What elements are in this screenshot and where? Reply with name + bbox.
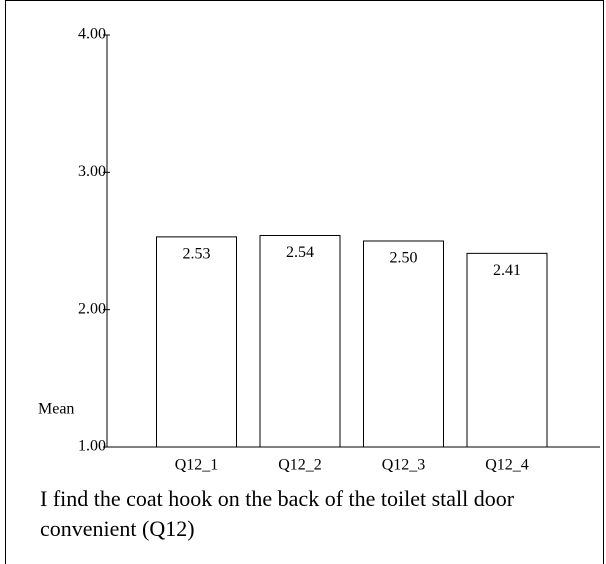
bar bbox=[363, 240, 444, 448]
y-axis-label: Mean bbox=[38, 401, 74, 418]
y-tick-label: 3.00 bbox=[78, 163, 106, 180]
value-label: 2.53 bbox=[183, 246, 211, 263]
bar bbox=[156, 236, 237, 448]
value-label: 2.54 bbox=[286, 244, 314, 261]
y-tick-label: 1.00 bbox=[78, 438, 106, 455]
frame bbox=[5, 0, 604, 564]
value-label: 2.41 bbox=[493, 262, 521, 279]
y-tick-label: 4.00 bbox=[78, 26, 106, 43]
x-tick-label: Q12_4 bbox=[485, 457, 529, 474]
bar bbox=[259, 235, 341, 448]
chart-title: I find the coat hook on the back of the … bbox=[40, 486, 515, 541]
x-tick-label: Q12_3 bbox=[382, 457, 426, 474]
value-label: 2.50 bbox=[390, 250, 418, 267]
y-tick-label: 2.00 bbox=[78, 300, 106, 317]
x-tick-label: Q12_1 bbox=[175, 457, 219, 474]
bar bbox=[466, 252, 548, 448]
x-tick-label: Q12_2 bbox=[278, 457, 322, 474]
